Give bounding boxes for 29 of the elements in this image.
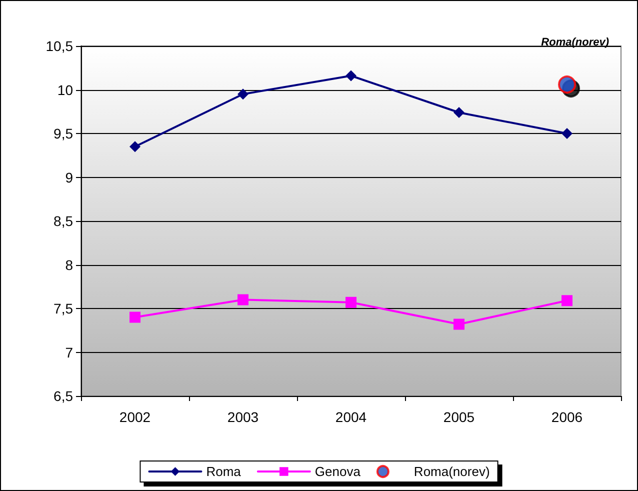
y-tick-label: 7,5 [54,300,74,316]
y-tick-label: 10 [57,82,74,98]
point [130,312,140,323]
legend-label: Genova [314,464,362,479]
point [238,294,248,306]
point [238,88,248,100]
x-tick-label: 2006 [551,409,583,425]
point [562,295,572,306]
point [454,107,464,118]
x-tick-label: 2002 [119,409,151,425]
x-tick-label: 2004 [335,409,367,425]
point [562,128,572,139]
y-tick-label: 9,5 [54,126,74,142]
x-tick-label: 2003 [227,409,259,425]
annotation: Roma(norev) [541,36,610,48]
point [346,296,356,308]
legend-label: Roma(norev) [414,464,490,479]
point [346,70,356,82]
y-tick-label: 7 [65,344,74,360]
y-tick-label: 8 [65,256,74,273]
y-tick-label: 10,5 [46,38,74,54]
x-tick-label: 2005 [443,409,475,425]
y-tick-label: 9 [65,169,74,186]
point [454,318,464,330]
y-tick-label: 6,5 [54,388,74,404]
point [130,141,140,152]
y-tick-label: 8,5 [54,213,74,229]
legend-label: Roma [206,464,242,479]
point [558,76,576,94]
